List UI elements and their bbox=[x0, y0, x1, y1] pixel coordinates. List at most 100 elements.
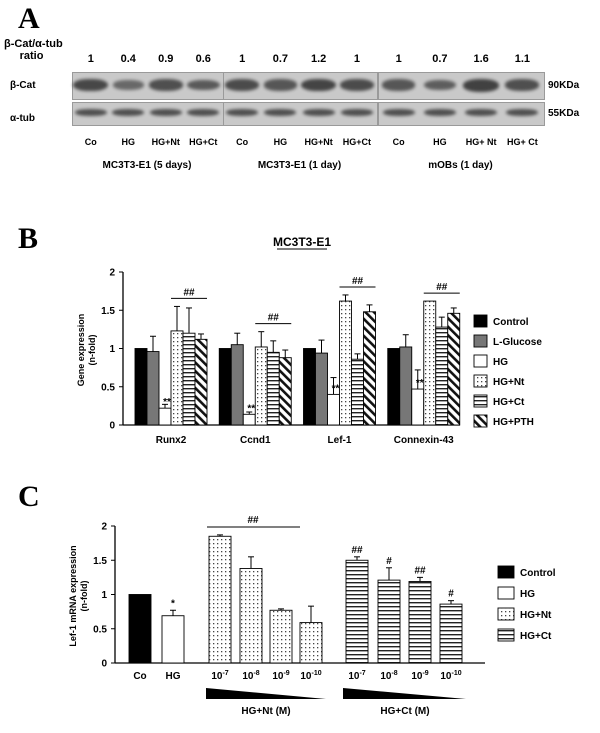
atub-band bbox=[465, 109, 498, 116]
hg-significance: ** bbox=[163, 397, 171, 408]
atub-band bbox=[74, 109, 107, 116]
bar bbox=[363, 311, 376, 426]
lane-label: Co bbox=[392, 137, 405, 147]
nt-group-label: HG+Nt (M) bbox=[241, 706, 290, 717]
category-label: Lef-1 bbox=[328, 435, 352, 446]
bar bbox=[134, 348, 148, 426]
lane-label: HG+Nt bbox=[304, 137, 333, 147]
atub-band bbox=[226, 109, 259, 116]
ratio-label-line2: ratio bbox=[19, 50, 44, 62]
lane-label: HG+ Nt bbox=[465, 137, 497, 147]
chart-b-title: MC3T3-E1 bbox=[273, 235, 331, 249]
y-tick-label: 1 bbox=[101, 590, 107, 601]
bcat-band bbox=[300, 78, 337, 92]
bcat-band bbox=[463, 78, 500, 92]
bar bbox=[266, 351, 280, 426]
atub-band bbox=[302, 109, 335, 116]
panel-b-letter: B bbox=[18, 222, 39, 255]
x-tick-label: 10-7 bbox=[348, 670, 365, 682]
bar-significance: ## bbox=[414, 565, 426, 576]
bar bbox=[254, 346, 268, 426]
legend-label: HG+PTH bbox=[493, 417, 534, 428]
atub-band bbox=[340, 109, 373, 116]
x-tick-label: Co bbox=[133, 671, 146, 682]
y-tick-label: 0 bbox=[101, 659, 107, 670]
bracket-significance: ## bbox=[268, 313, 280, 324]
lane-label: Co bbox=[84, 137, 97, 147]
x-tick-label: 10-10 bbox=[300, 670, 321, 682]
legend-label: HG bbox=[493, 357, 508, 368]
legend-swatch bbox=[473, 394, 488, 408]
atub-band bbox=[506, 109, 539, 116]
panel-a-letter: A bbox=[18, 2, 40, 35]
bar bbox=[303, 348, 316, 426]
bar bbox=[387, 348, 401, 426]
bar bbox=[128, 594, 152, 664]
bar-significance: ## bbox=[351, 545, 363, 556]
bar-significance: # bbox=[448, 589, 454, 600]
legend-swatch bbox=[473, 354, 488, 368]
bar bbox=[170, 330, 184, 426]
atub-band bbox=[423, 109, 456, 116]
bar bbox=[447, 312, 461, 426]
legend-swatch bbox=[497, 607, 515, 621]
bar bbox=[345, 559, 369, 664]
y-tick-label: 1.5 bbox=[93, 556, 107, 567]
ratio-value: 0.7 bbox=[432, 53, 448, 65]
bar bbox=[299, 622, 323, 664]
ratio-value: 1 bbox=[239, 53, 246, 65]
x-tick-exponent: -8 bbox=[253, 670, 259, 677]
hg-significance: ** bbox=[332, 383, 340, 394]
bar bbox=[377, 579, 401, 664]
ct-dose-wedge bbox=[343, 688, 466, 699]
bar bbox=[239, 568, 263, 664]
bcat-band bbox=[113, 80, 144, 90]
ratio-value: 0.4 bbox=[120, 53, 136, 65]
blot-group-title: MC3T3-E1 (1 day) bbox=[257, 160, 342, 171]
nt-dose-wedge bbox=[206, 688, 326, 699]
bar bbox=[182, 332, 196, 426]
x-tick-exponent: -7 bbox=[359, 670, 365, 677]
ratio-label-line1: β-Cat/α-tub bbox=[4, 38, 63, 50]
y-tick-label: 0.5 bbox=[93, 624, 107, 635]
bar bbox=[315, 352, 328, 426]
y-tick-label: 2 bbox=[109, 268, 115, 279]
x-tick-exponent: -7 bbox=[222, 670, 228, 677]
bcat-band bbox=[224, 78, 260, 92]
category-label: Runx2 bbox=[156, 435, 187, 446]
ratio-value: 1.1 bbox=[514, 53, 531, 65]
lef1-expression-chart: 0 0.5 1 1.5 2 Lef-1 mRNA expression (n-fold) Co… bbox=[68, 515, 556, 717]
bar bbox=[278, 357, 292, 426]
legend-label: HG+Ct bbox=[493, 397, 525, 408]
bar bbox=[408, 581, 432, 664]
bar bbox=[218, 348, 232, 426]
atub-band bbox=[264, 109, 297, 116]
x-tick-exponent: -10 bbox=[312, 670, 322, 677]
mw-label-55: 55KDa bbox=[548, 108, 580, 119]
x-tick-label: 10-9 bbox=[272, 670, 289, 682]
bar bbox=[339, 300, 352, 426]
bar bbox=[327, 393, 340, 426]
lane-label: HG+Nt bbox=[151, 137, 180, 147]
category-label: Connexin-43 bbox=[394, 435, 454, 446]
lane-label: HG bbox=[273, 137, 288, 147]
bar bbox=[230, 344, 244, 426]
bracket-significance: ## bbox=[183, 287, 195, 298]
bar bbox=[269, 609, 293, 664]
lane-label: HG+ Ct bbox=[506, 137, 538, 147]
legend-label: HG+Nt bbox=[493, 377, 525, 388]
bcat-band bbox=[505, 79, 540, 91]
bar-significance: # bbox=[386, 556, 392, 567]
ratio-value: 1 bbox=[395, 53, 402, 65]
legend-swatch bbox=[473, 374, 488, 388]
legend-swatch bbox=[473, 314, 488, 328]
ratio-label: β-Cat/α-tub ratio bbox=[4, 38, 84, 62]
bar bbox=[242, 413, 256, 426]
y-axis-label-unit: (n-fold) bbox=[87, 335, 97, 366]
bcat-band bbox=[423, 79, 456, 91]
x-tick-exponent: -9 bbox=[283, 670, 289, 677]
bar bbox=[439, 603, 463, 664]
legend-swatch bbox=[497, 565, 515, 579]
ratio-value: 0.9 bbox=[158, 53, 174, 65]
ratio-value: 1 bbox=[87, 53, 94, 65]
